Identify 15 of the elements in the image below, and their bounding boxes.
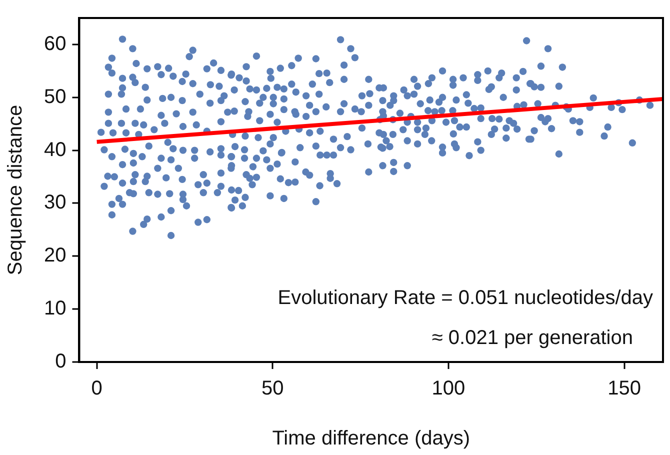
y-tick-label: 0 — [55, 350, 66, 373]
y-axis-title: Sequence distance — [4, 104, 27, 276]
x-tick-label: 100 — [432, 378, 466, 400]
y-tick-label: 10 — [44, 298, 66, 320]
x-tick-label: 0 — [91, 378, 102, 400]
annotation: Evolutionary Rate = 0.051 nucleotides/day — [278, 287, 653, 309]
y-tick-label: 40 — [44, 138, 66, 161]
y-tick-label: 20 — [44, 244, 66, 267]
y-tick-label: 30 — [44, 192, 66, 214]
annotation: ≈ 0.021 per generation — [432, 327, 633, 349]
y-tick-label: 60 — [44, 32, 66, 55]
x-tick-label: 50 — [262, 378, 284, 400]
x-axis-title: Time difference (days) — [272, 428, 470, 450]
x-tick-label: 150 — [608, 378, 642, 400]
y-tick-label: 50 — [44, 86, 66, 108]
